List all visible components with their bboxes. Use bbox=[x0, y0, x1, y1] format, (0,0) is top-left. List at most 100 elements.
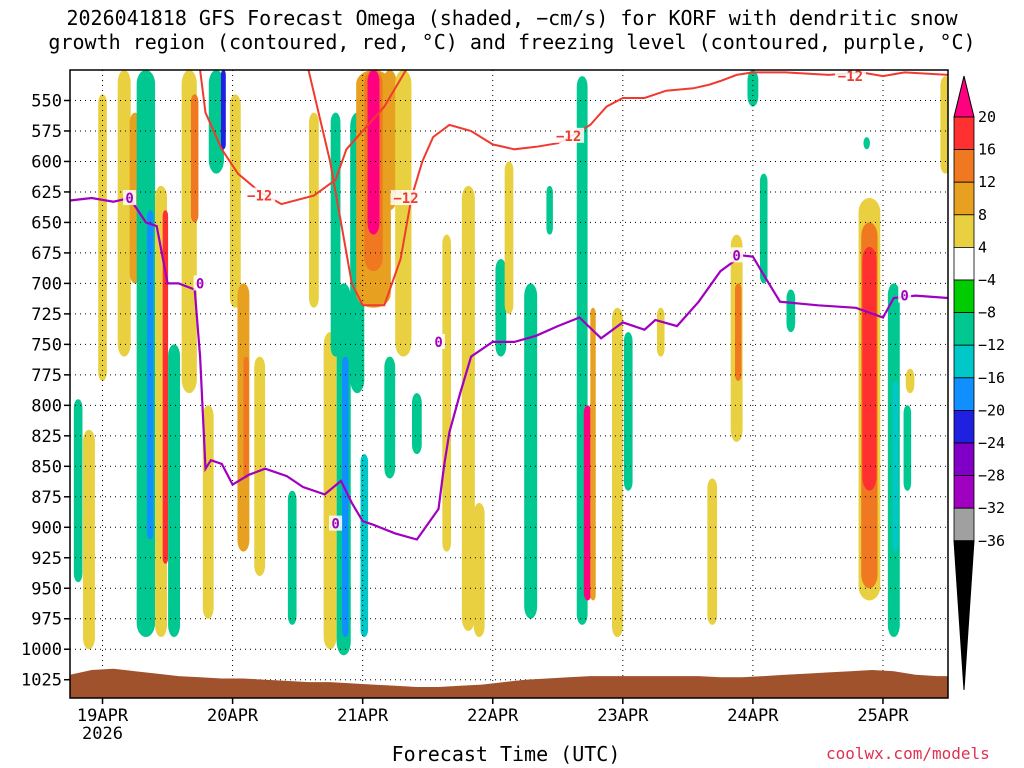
omega-cell bbox=[786, 289, 796, 333]
omega-cell bbox=[940, 76, 948, 174]
colorbar-swatch bbox=[953, 312, 975, 346]
omega-cell bbox=[583, 405, 592, 601]
y-tick-label: 875 bbox=[31, 488, 62, 508]
omega-cell bbox=[905, 368, 915, 394]
omega-cell bbox=[759, 173, 768, 284]
colorbar-swatch bbox=[953, 181, 975, 216]
y-tick-label: 975 bbox=[31, 610, 62, 630]
omega-cell bbox=[309, 112, 319, 308]
y-tick-label: 950 bbox=[31, 579, 62, 599]
chart-title-line2: growth region (contoured, red, °C) and f… bbox=[48, 30, 976, 54]
y-tick-label: 700 bbox=[31, 274, 62, 294]
plot-frame bbox=[69, 69, 949, 699]
colorbar-bottom-arrow bbox=[953, 540, 975, 691]
omega-cell bbox=[996, 308, 1009, 406]
omega-cell bbox=[747, 70, 759, 107]
colorbar-swatch bbox=[953, 507, 975, 542]
contour-label-bg bbox=[329, 515, 343, 531]
omega-cell bbox=[504, 161, 514, 314]
omega-cell bbox=[442, 234, 452, 552]
colorbar-top-arrow bbox=[953, 75, 975, 118]
contour-label: 0 bbox=[434, 335, 442, 351]
contour-label-bg bbox=[730, 247, 744, 263]
omega-cell bbox=[360, 454, 369, 638]
y-tick-label: 550 bbox=[31, 91, 62, 111]
colorbar-tick-label: 4 bbox=[978, 238, 987, 256]
colorbar-swatch bbox=[953, 214, 975, 248]
colorbar-swatch bbox=[953, 409, 975, 444]
x-axis-label: Forecast Time (UTC) bbox=[391, 742, 621, 766]
x-tick-label: 20APR bbox=[207, 706, 259, 726]
y-tick-label: 925 bbox=[31, 549, 62, 569]
omega-cell bbox=[473, 502, 485, 638]
omega-cell bbox=[117, 70, 131, 357]
omega-cell bbox=[190, 94, 199, 223]
y-tick-label: 850 bbox=[31, 457, 62, 477]
omega-cell bbox=[863, 137, 870, 150]
omega-cell bbox=[735, 283, 742, 381]
colorbar-tick-label: 12 bbox=[978, 173, 996, 191]
omega-cell bbox=[243, 356, 249, 479]
omega-cell bbox=[220, 70, 226, 150]
contour-label-bg bbox=[898, 287, 912, 303]
omega-cell bbox=[98, 94, 107, 381]
omega-cell bbox=[395, 70, 412, 357]
contour-label: 0 bbox=[732, 248, 740, 264]
contour-label: −12 bbox=[556, 129, 581, 145]
contour-label-bg bbox=[553, 127, 585, 143]
colorbar-tick-label: −28 bbox=[978, 467, 1005, 485]
contour-label: −12 bbox=[247, 189, 272, 205]
y-tick-label: 1000 bbox=[21, 640, 62, 660]
y-tick-label: 800 bbox=[31, 396, 62, 416]
contour-label-bg bbox=[244, 187, 276, 203]
omega-cell bbox=[862, 246, 877, 491]
x-tick-label: 23APR bbox=[597, 706, 649, 726]
terrain bbox=[70, 668, 948, 698]
omega-cell bbox=[83, 429, 95, 650]
contour-label-bg bbox=[834, 70, 866, 84]
contour-label: 0 bbox=[331, 517, 339, 533]
omega-cell bbox=[1011, 332, 1020, 393]
credit-link[interactable]: coolwx.com/models bbox=[826, 744, 990, 763]
omega-cell bbox=[1019, 70, 1024, 186]
y-tick-label: 625 bbox=[31, 183, 62, 203]
y-tick-label: 900 bbox=[31, 518, 62, 538]
y-tick-label: 675 bbox=[31, 244, 62, 264]
omega-cell bbox=[287, 490, 297, 625]
omega-cell bbox=[707, 478, 718, 625]
colorbar-tick-label: −16 bbox=[978, 369, 1005, 387]
contour-label-bg bbox=[432, 333, 446, 349]
omega-cell bbox=[656, 307, 665, 357]
colorbar-swatch bbox=[953, 377, 975, 411]
colorbar-swatch bbox=[953, 344, 975, 379]
omega-cell bbox=[546, 185, 553, 235]
colorbar-tick-label: 20 bbox=[978, 108, 996, 126]
omega-shading bbox=[73, 70, 1024, 656]
y-tick-label: 575 bbox=[31, 122, 62, 142]
contours: 0 0 0 0 0 0 −12 −12 −12 −12 bbox=[70, 69, 948, 541]
y-tick-label: 600 bbox=[31, 152, 62, 172]
omega-cell bbox=[903, 405, 912, 491]
colorbar-swatch bbox=[953, 116, 975, 150]
y-tick-label: 1025 bbox=[21, 671, 62, 691]
contour-label: 0 bbox=[125, 191, 133, 207]
omega-cell bbox=[590, 307, 596, 601]
omega-cell bbox=[168, 344, 181, 638]
contour-label: −12 bbox=[393, 191, 418, 207]
contour-label: −12 bbox=[838, 69, 863, 85]
colorbar-tick-label: −36 bbox=[978, 532, 1005, 550]
y-axis: 550 575 600 625 650 675 700 725 750 775 800 825 850 8… bbox=[21, 91, 70, 691]
omega-cell bbox=[162, 210, 169, 564]
x-tick-label: 25APR bbox=[857, 706, 909, 726]
x-tick-label: 22APR bbox=[467, 706, 519, 726]
omega-cell bbox=[495, 259, 507, 357]
contour-label: 0 bbox=[900, 289, 908, 305]
x-tick-label: 21APR bbox=[337, 706, 389, 726]
dgz-upper-line bbox=[199, 70, 407, 206]
omega-cell bbox=[229, 94, 241, 308]
colorbar-swatch bbox=[953, 475, 975, 509]
colorbar-tick-label: −20 bbox=[978, 401, 1005, 419]
x-tick-sublabel: 2026 bbox=[82, 724, 123, 744]
